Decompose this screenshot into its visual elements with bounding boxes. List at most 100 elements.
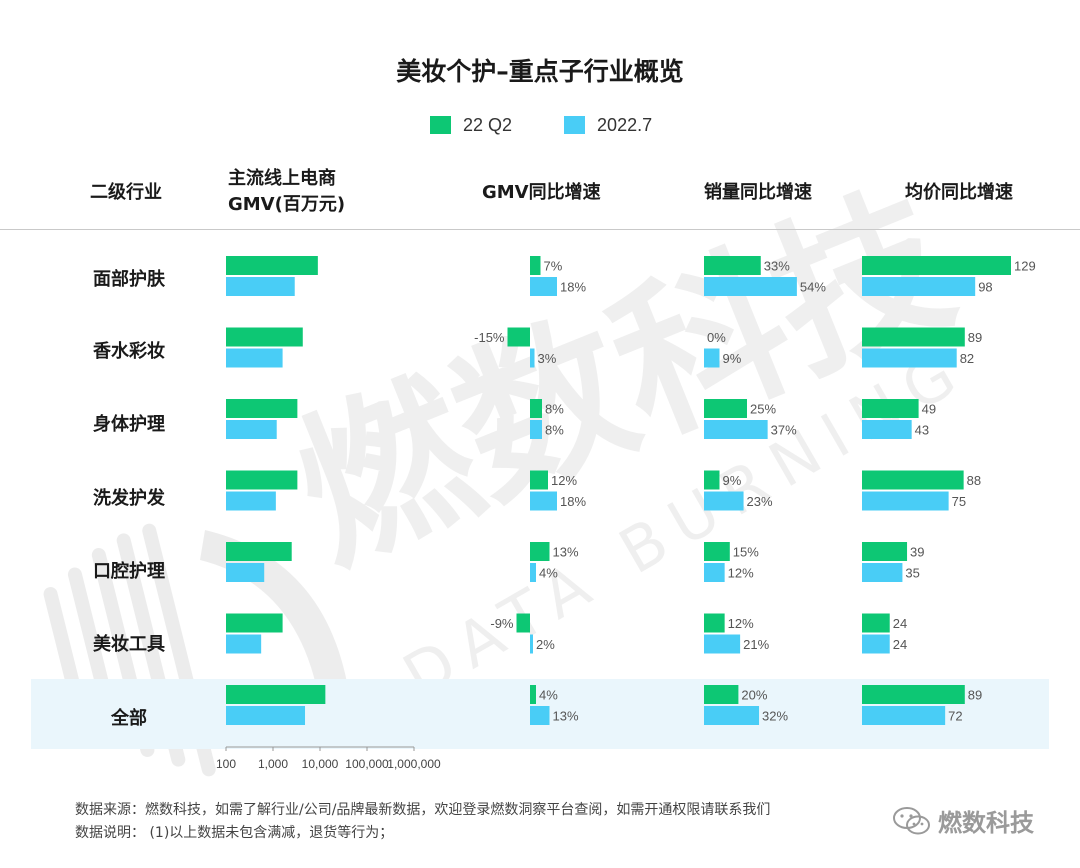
data-label-p3-s2-r5: 12% (728, 566, 754, 581)
data-label-p2-s2-r5: 4% (539, 566, 558, 581)
data-label-p4-s2-r1: 98 (978, 280, 992, 295)
bar-p2-s1-r1 (530, 256, 541, 275)
data-label-p2-s2-r4: 18% (560, 494, 586, 509)
bar-p3-s2-r3 (704, 420, 768, 439)
data-label-p3-s2-r3: 37% (771, 423, 797, 438)
bar-p2-s2-r4 (530, 491, 557, 511)
bar-p1-s2-r6 (226, 634, 262, 654)
bar-p4-s2-r5 (862, 563, 903, 582)
bar-p4-s1-r6 (862, 613, 890, 633)
data-label-p4-s1-r1: 129 (1014, 259, 1036, 274)
bar-p4-s2-r7 (862, 706, 946, 725)
bar-p2-s2-r3 (530, 420, 542, 439)
data-label-p3-s1-r4: 9% (722, 473, 741, 488)
bar-p1-s1-r7 (226, 685, 326, 704)
bar-p2-s2-r2 (530, 348, 535, 368)
legend-swatch-series-2 (564, 116, 586, 134)
header-volume-growth: 销量同比增速 (704, 182, 812, 203)
footer-note: 数据说明： (1)以上数据未包含满减，退货等行为； (75, 825, 394, 841)
bar-p3-s1-r5 (704, 542, 730, 561)
bar-p1-s2-r1 (226, 277, 295, 296)
data-label-p4-s2-r6: 24 (893, 637, 907, 652)
data-label-p3-s1-r1: 33% (764, 259, 790, 274)
data-label-p4-s1-r5: 39 (910, 545, 924, 560)
bar-p3-s1-r1 (704, 256, 761, 275)
header-price-growth: 均价同比增速 (905, 182, 1013, 203)
legend-swatch-series-1 (430, 116, 451, 134)
data-label-p3-s1-r2: 0% (707, 330, 726, 345)
data-label-p3-s2-r2: 9% (722, 351, 741, 366)
header-gmv-growth: GMV同比增速 (482, 182, 601, 203)
data-label-p4-s2-r4: 75 (952, 494, 966, 509)
data-label-p2-s1-r5: 13% (553, 545, 579, 560)
data-label-p4-s1-r2: 89 (968, 330, 982, 345)
legend-label-series-2: 2022.7 (597, 114, 653, 135)
footer-source: 数据来源：燃数科技，如需了解行业/公司/品牌最新数据，欢迎登录燃数洞察平台查阅，… (75, 802, 771, 818)
header-gmv-line1: 主流线上电商 (228, 168, 336, 189)
gmv-axis-tick-label-2: 1,000 (258, 757, 288, 771)
data-label-p2-s1-r7: 4% (539, 688, 558, 703)
bar-p3-s1-r3 (704, 399, 747, 418)
header-category: 二级行业 (90, 182, 162, 203)
data-label-p2-s2-r7: 13% (553, 709, 579, 724)
bar-p2-s1-r3 (530, 399, 542, 418)
bar-p1-s2-r2 (226, 348, 283, 368)
row-label-total: 全部 (111, 708, 147, 729)
bar-p4-s1-r1 (862, 256, 1011, 275)
bar-p2-s2-r5 (530, 563, 536, 582)
data-label-p4-s1-r4: 88 (967, 473, 981, 488)
bar-p2-s2-r7 (530, 706, 550, 725)
legend: 22 Q2 2022.7 (430, 114, 704, 136)
bar-p1-s2-r7 (226, 706, 306, 725)
data-label-p2-s2-r1: 18% (560, 280, 586, 295)
bar-p2-s2-r6 (530, 634, 533, 654)
bar-p4-s2-r4 (862, 491, 949, 511)
data-label-p4-s2-r2: 82 (960, 351, 974, 366)
bar-p2-s1-r2 (507, 327, 530, 347)
brand-name: 燃数科技 (938, 809, 1034, 837)
bar-p2-s1-r5 (530, 542, 550, 561)
bar-p3-s2-r5 (704, 563, 725, 582)
bar-p1-s2-r3 (226, 420, 277, 439)
data-label-p2-s2-r6: 2% (536, 637, 555, 652)
bar-p1-s2-r5 (226, 563, 265, 582)
bar-p4-s1-r4 (862, 470, 964, 490)
bar-p4-s2-r2 (862, 348, 957, 368)
bar-p3-s2-r6 (704, 634, 741, 654)
bar-p2-s1-r6 (516, 613, 530, 633)
bar-p2-s2-r1 (530, 277, 557, 296)
bar-p1-s2-r4 (226, 491, 276, 511)
legend-item-series-2: 2022.7 (564, 115, 652, 136)
data-label-p2-s2-r2: 3% (538, 351, 557, 366)
bar-p3-s1-r7 (704, 685, 739, 704)
data-label-p3-s2-r6: 21% (743, 637, 769, 652)
chart-title: 美妆个护–重点子行业概览 (396, 57, 684, 86)
bar-p2-s1-r4 (530, 470, 548, 490)
legend-label-series-1: 22 Q2 (463, 114, 513, 135)
data-label-p4-s2-r3: 43 (915, 423, 929, 438)
data-label-p4-s2-r7: 72 (948, 709, 962, 724)
header-gmv-line2: GMV(百万元) (228, 194, 346, 215)
gmv-axis-tick-label-1: 100 (216, 757, 236, 771)
header-gmv: 主流线上电商 GMV(百万元) (228, 166, 345, 218)
data-label-p2-s1-r1: 7% (544, 259, 563, 274)
bar-p4-s1-r7 (862, 685, 965, 704)
data-label-p2-s1-r4: 12% (551, 473, 577, 488)
legend-item-series-1: 22 Q2 (430, 115, 512, 136)
data-label-p3-s1-r7: 20% (741, 688, 767, 703)
data-label-p2-s1-r3: 8% (545, 402, 564, 417)
data-label-p3-s1-r3: 25% (750, 402, 776, 417)
gmv-axis-tick-label-3: 10,000 (302, 757, 339, 771)
bar-p1-s1-r1 (226, 256, 318, 275)
data-label-p2-s1-r2: -15% (474, 330, 505, 345)
data-label-p3-s2-r7: 32% (762, 709, 788, 724)
data-label-p4-s1-r7: 89 (968, 688, 982, 703)
bar-p4-s1-r5 (862, 542, 908, 561)
bar-p4-s2-r6 (862, 634, 890, 654)
bar-p3-s2-r4 (704, 491, 744, 511)
data-label-p2-s2-r3: 8% (545, 423, 564, 438)
data-label-p3-s2-r4: 23% (747, 494, 773, 509)
data-label-p3-s2-r1: 54% (800, 280, 826, 295)
bar-p1-s1-r6 (226, 613, 283, 633)
